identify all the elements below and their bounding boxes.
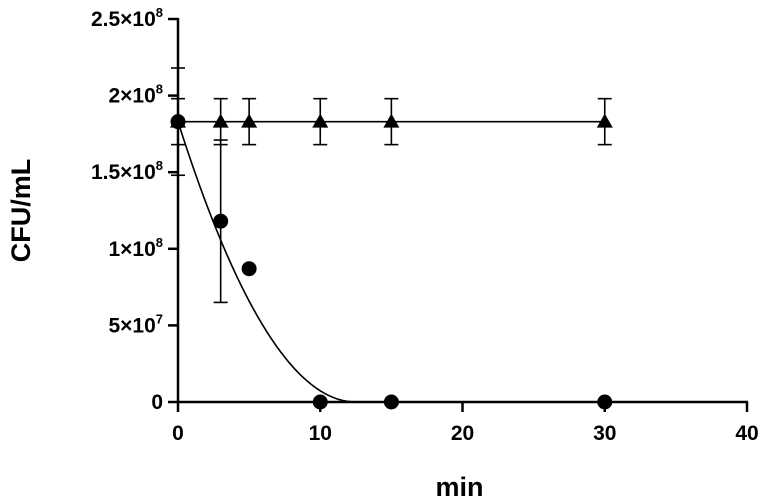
fit-curve-1 [177, 121, 605, 403]
x-tick-label: 0 [172, 422, 184, 445]
data-markers [170, 113, 613, 410]
axes [176, 18, 748, 404]
fit-curves [177, 120, 605, 403]
triangle-point [212, 113, 229, 128]
triangle-point [312, 113, 329, 128]
y-tick-label: 2×108 [108, 82, 163, 108]
x-axis-ticks: 0 10 20 30 40 [172, 402, 759, 445]
triangle-point [241, 113, 258, 128]
y-axis-ticks: 0 5×107 1×108 1.5×108 2×108 2.5×108 [91, 5, 178, 414]
triangle-point [383, 113, 400, 128]
x-tick-label: 40 [735, 422, 758, 445]
circle-point [213, 213, 229, 229]
y-tick-label: 1×108 [108, 235, 163, 261]
y-axis-title: CFU/mL [6, 159, 36, 263]
y-tick-label: 1.5×108 [91, 158, 163, 184]
x-tick-label: 20 [451, 422, 474, 445]
y-tick-label: 2.5×108 [91, 5, 163, 31]
x-tick-label: 30 [593, 422, 616, 445]
x-axis-title: min [435, 472, 483, 502]
y-tick-label: 0 [151, 391, 163, 414]
y-tick-label: 5×107 [108, 311, 163, 337]
x-tick-label: 10 [309, 422, 332, 445]
triangle-point [596, 113, 613, 128]
circle-point [241, 261, 257, 277]
error-bars [171, 67, 612, 304]
